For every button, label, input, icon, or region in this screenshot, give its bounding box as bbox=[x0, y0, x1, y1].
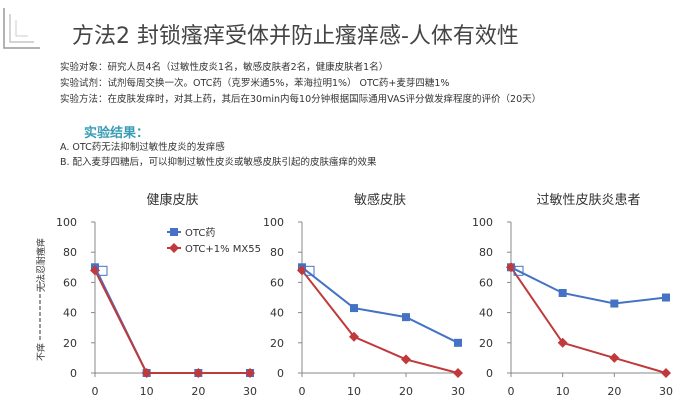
data-point-mx55 bbox=[557, 337, 568, 348]
data-point-otc bbox=[350, 304, 358, 313]
data-point-mx55 bbox=[401, 354, 411, 365]
series-line-otc bbox=[510, 266, 667, 305]
x-tick-label: 20 bbox=[399, 385, 413, 398]
corner-bracket-icon bbox=[3, 8, 40, 49]
data-point-otc bbox=[662, 293, 670, 302]
start-marker-outline bbox=[97, 265, 108, 276]
y-tick-label: 0 bbox=[486, 367, 493, 380]
result-item-a: A. OTC药无法抑制过敏性皮炎的发痒感 bbox=[60, 142, 225, 153]
info-row-reagents: 实验试剂：试剂每周交换一次。OTC药（克罗米通5%，苯海拉明1%） OTC药+麦… bbox=[60, 76, 541, 92]
y-axis-label-bottom: 不痒 bbox=[35, 343, 47, 361]
experiment-info: 实验对象：研究人员4名（过敏性皮炎1名，敏感皮肤者2名，健康皮肤者1名） 实验试… bbox=[60, 60, 541, 108]
y-tick-label: 20 bbox=[479, 337, 493, 350]
results-heading: 实验结果： bbox=[84, 126, 150, 141]
data-point-mx55 bbox=[245, 368, 255, 378]
legend-swatch-mx55 bbox=[169, 243, 179, 253]
y-tick-label: 80 bbox=[270, 246, 284, 259]
info-text: 研究人员4名（过敏性皮炎1名，敏感皮肤者2名，健康皮肤者1名） bbox=[107, 62, 389, 73]
y-tick-label: 40 bbox=[270, 307, 284, 320]
series-line-mx55 bbox=[510, 266, 667, 374]
chart-title: 敏感皮肤 bbox=[354, 192, 406, 208]
results-list: A. OTC药无法抑制过敏性皮炎的发痒感 B. 配入麦芽四糖后，可以抑制过敏性皮… bbox=[60, 140, 377, 170]
x-tick-label: 10 bbox=[140, 385, 154, 398]
x-tick-label: 30 bbox=[451, 385, 465, 398]
y-tick-label: 0 bbox=[70, 367, 77, 380]
y-axis-label-top: 无法忍耐瘙痒 bbox=[35, 238, 47, 292]
data-point-mx55 bbox=[193, 368, 204, 378]
info-label: 实验方法： bbox=[60, 94, 108, 105]
x-tick-label: 10 bbox=[347, 385, 361, 398]
info-row-subjects: 实验对象：研究人员4名（过敏性皮炎1名，敏感皮肤者2名，健康皮肤者1名） bbox=[60, 60, 541, 76]
series-line-mx55 bbox=[301, 269, 459, 374]
x-tick-label: 0 bbox=[92, 385, 99, 398]
info-text: 试剂每周交换一次。OTC药（克罗米通5%，苯海拉明1%） OTC药+麦芽四糖1% bbox=[107, 78, 450, 89]
chart-title: 健康皮肤 bbox=[146, 192, 198, 208]
start-marker-outline bbox=[304, 265, 315, 276]
legend-label: OTC药 bbox=[185, 227, 215, 239]
result-item-b: B. 配入麦芽四糖后，可以抑制过敏性皮炎或敏感皮肤引起的皮肤瘙痒的效果 bbox=[60, 157, 377, 168]
series-line-mx55 bbox=[94, 269, 250, 374]
x-tick-label: 0 bbox=[299, 385, 306, 398]
y-tick-label: 40 bbox=[63, 307, 77, 320]
data-point-otc bbox=[402, 313, 410, 322]
series-line-otc bbox=[94, 266, 250, 374]
info-row-method: 实验方法：在皮肤发痒时，对其上药，其后在30min内每10分钟根据国际通用VAS… bbox=[60, 92, 541, 108]
x-tick-label: 20 bbox=[191, 385, 205, 398]
chart-title: 过敏性皮肤炎患者 bbox=[536, 193, 640, 208]
y-tick-label: 60 bbox=[479, 276, 493, 289]
info-text: 在皮肤发痒时，对其上药，其后在30min内每10分钟根据国际通用VAS评分做发痒… bbox=[107, 94, 542, 105]
data-point-mx55 bbox=[661, 368, 671, 378]
data-point-mx55 bbox=[609, 352, 620, 363]
data-point-otc bbox=[610, 299, 619, 308]
data-point-otc bbox=[558, 288, 567, 297]
x-tick-label: 30 bbox=[243, 385, 257, 398]
data-point-otc bbox=[454, 338, 462, 347]
y-tick-label: 100 bbox=[472, 216, 493, 229]
info-label: 实验对象： bbox=[60, 62, 108, 73]
page-title: 方法2 封锁瘙痒受体并防止瘙痒感-人体有效性 bbox=[72, 24, 519, 49]
x-tick-label: 0 bbox=[508, 385, 515, 398]
y-tick-label: 20 bbox=[270, 337, 284, 350]
x-tick-label: 20 bbox=[607, 385, 621, 398]
y-tick-label: 100 bbox=[56, 216, 77, 229]
data-point-mx55 bbox=[349, 331, 359, 342]
y-tick-label: 40 bbox=[479, 307, 493, 320]
data-point-mx55 bbox=[453, 368, 463, 378]
legend-label: OTC+1% MX55 bbox=[185, 244, 261, 255]
x-tick-label: 30 bbox=[659, 385, 673, 398]
series-line-otc bbox=[301, 266, 459, 344]
y-tick-label: 0 bbox=[277, 367, 284, 380]
y-tick-label: 100 bbox=[263, 216, 284, 229]
y-tick-label: 60 bbox=[63, 276, 77, 289]
start-marker-outline bbox=[513, 265, 524, 276]
info-label: 实验试剂： bbox=[60, 78, 108, 89]
legend-swatch-otc bbox=[170, 228, 178, 236]
data-point-mx55 bbox=[141, 368, 152, 378]
x-tick-label: 10 bbox=[556, 385, 570, 398]
y-tick-label: 80 bbox=[63, 246, 77, 259]
y-tick-label: 20 bbox=[63, 337, 77, 350]
y-tick-label: 80 bbox=[479, 246, 493, 259]
y-tick-label: 60 bbox=[270, 276, 284, 289]
